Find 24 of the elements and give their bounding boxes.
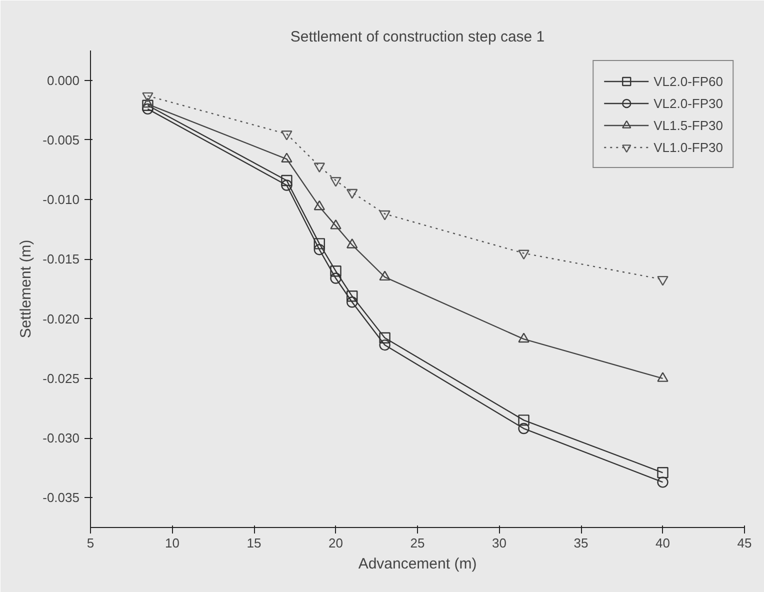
y-tick-label: -0.035 [42, 490, 80, 506]
x-tick-label: 5 [86, 536, 94, 550]
x-tick-label: 40 [656, 536, 670, 550]
y-tick-label: -0.010 [42, 192, 80, 208]
y-tick-label: -0.015 [42, 252, 80, 267]
y-tick-label: -0.030 [42, 430, 80, 446]
x-tick-label: 45 [737, 536, 752, 550]
x-tick-label: 15 [246, 536, 262, 550]
y-tick-label: 0.000 [46, 72, 80, 88]
x-tick-label: 35 [574, 536, 588, 550]
legend-label: VL1.5-FP30 [654, 118, 723, 132]
x-tick-label: 30 [492, 536, 506, 550]
chart-title: Settlement of construction step case 1 [290, 28, 545, 46]
y-tick-label: -0.025 [42, 370, 80, 386]
legend-label: VL2.0-FP60 [654, 74, 723, 88]
y-axis-title: Settlement (m) [18, 240, 35, 338]
legend-label: VL1.0-FP30 [654, 140, 723, 154]
x-tick-label: 20 [328, 536, 343, 550]
legend-label: VL2.0-FP30 [654, 96, 723, 110]
y-tick-label: -0.020 [42, 311, 80, 326]
y-tick-label: -0.005 [42, 132, 80, 148]
x-tick-label: 10 [165, 536, 180, 550]
x-tick-label: 25 [410, 536, 425, 550]
x-axis-title: Advancement (m) [358, 556, 477, 572]
